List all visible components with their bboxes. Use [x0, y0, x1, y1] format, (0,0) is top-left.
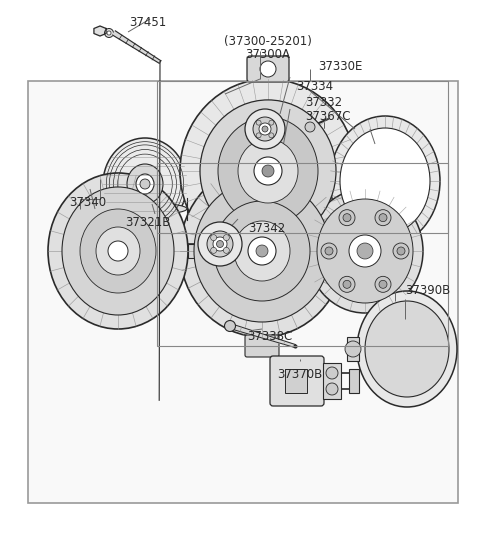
Bar — [28, 81, 458, 503]
Text: 37367C: 37367C — [305, 110, 350, 122]
Ellipse shape — [211, 244, 225, 258]
Circle shape — [343, 214, 351, 222]
Ellipse shape — [180, 165, 344, 337]
Circle shape — [254, 157, 282, 185]
Ellipse shape — [317, 199, 413, 303]
Circle shape — [225, 320, 236, 331]
Ellipse shape — [96, 227, 140, 275]
Ellipse shape — [234, 221, 290, 281]
Ellipse shape — [365, 301, 449, 397]
Text: 37332: 37332 — [305, 96, 342, 108]
Text: 37330E: 37330E — [318, 60, 362, 73]
Ellipse shape — [180, 79, 356, 263]
Ellipse shape — [80, 209, 156, 293]
Circle shape — [253, 117, 277, 141]
Text: 37340: 37340 — [70, 197, 107, 210]
Circle shape — [256, 133, 261, 138]
Circle shape — [248, 237, 276, 265]
Ellipse shape — [194, 180, 330, 322]
Circle shape — [262, 165, 274, 177]
Ellipse shape — [340, 128, 430, 234]
Bar — [157, 163, 448, 346]
Ellipse shape — [238, 139, 298, 203]
Circle shape — [105, 29, 113, 37]
Circle shape — [379, 214, 387, 222]
Bar — [285, 369, 307, 393]
Circle shape — [321, 243, 337, 259]
Polygon shape — [94, 26, 106, 36]
Circle shape — [357, 243, 373, 259]
Ellipse shape — [307, 189, 423, 313]
Circle shape — [259, 123, 271, 135]
Text: 37334: 37334 — [296, 80, 333, 93]
Ellipse shape — [218, 117, 318, 225]
Ellipse shape — [103, 138, 187, 230]
Text: 37342: 37342 — [248, 222, 285, 235]
Circle shape — [269, 120, 274, 125]
Bar — [351, 157, 369, 185]
Text: 37321B: 37321B — [125, 216, 171, 230]
Circle shape — [349, 235, 381, 267]
Bar — [347, 337, 359, 361]
Ellipse shape — [103, 203, 187, 215]
Circle shape — [223, 248, 229, 253]
Circle shape — [216, 240, 224, 248]
Polygon shape — [113, 31, 161, 63]
FancyBboxPatch shape — [247, 56, 289, 82]
Circle shape — [305, 122, 315, 132]
Text: (37300-25201): (37300-25201) — [224, 35, 312, 48]
Text: 37338C: 37338C — [247, 330, 293, 343]
Circle shape — [213, 237, 227, 251]
Circle shape — [343, 280, 351, 288]
Circle shape — [107, 31, 111, 35]
Circle shape — [356, 163, 372, 179]
Circle shape — [326, 367, 338, 379]
Circle shape — [260, 61, 276, 77]
Circle shape — [379, 280, 387, 288]
Circle shape — [339, 210, 355, 226]
Bar — [188, 244, 218, 258]
Circle shape — [223, 235, 229, 240]
Circle shape — [345, 341, 361, 357]
Ellipse shape — [48, 173, 188, 329]
Text: 37300A: 37300A — [245, 48, 290, 60]
Circle shape — [397, 247, 405, 255]
FancyBboxPatch shape — [245, 145, 279, 167]
Circle shape — [211, 235, 216, 240]
Circle shape — [256, 120, 261, 125]
Circle shape — [262, 126, 268, 132]
Ellipse shape — [200, 100, 336, 242]
Ellipse shape — [136, 174, 154, 194]
Text: 37451: 37451 — [130, 16, 167, 29]
Ellipse shape — [127, 164, 163, 204]
Polygon shape — [229, 324, 296, 348]
FancyBboxPatch shape — [245, 335, 279, 357]
Circle shape — [375, 276, 391, 292]
Bar — [157, 81, 448, 233]
Ellipse shape — [62, 187, 174, 315]
Circle shape — [108, 241, 128, 261]
Bar — [349, 369, 359, 393]
Circle shape — [375, 210, 391, 226]
FancyBboxPatch shape — [270, 356, 324, 406]
Circle shape — [140, 179, 150, 189]
Text: 37390B: 37390B — [405, 285, 450, 297]
Circle shape — [256, 150, 268, 162]
Ellipse shape — [330, 116, 440, 246]
Circle shape — [198, 222, 242, 266]
Text: 37370B: 37370B — [277, 368, 323, 381]
Circle shape — [393, 243, 409, 259]
Circle shape — [339, 276, 355, 292]
Circle shape — [269, 133, 274, 138]
Circle shape — [256, 245, 268, 257]
Circle shape — [207, 231, 233, 257]
Ellipse shape — [357, 291, 457, 407]
Circle shape — [326, 383, 338, 395]
Bar — [323, 363, 341, 399]
Ellipse shape — [214, 201, 310, 301]
Circle shape — [325, 247, 333, 255]
Circle shape — [211, 248, 216, 253]
Circle shape — [245, 109, 285, 149]
